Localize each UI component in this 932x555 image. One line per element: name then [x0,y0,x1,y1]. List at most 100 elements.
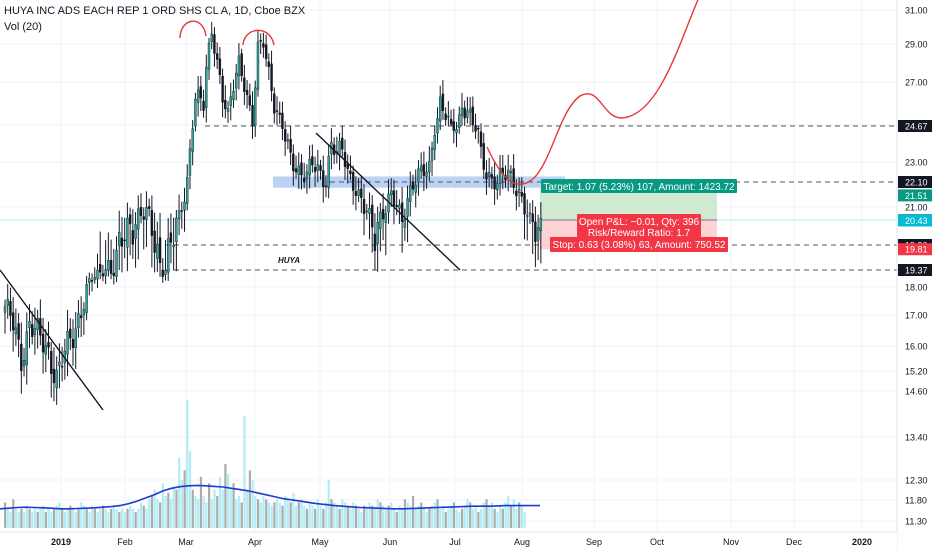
candle-body-196 [536,227,540,241]
volume-bar-55 [153,489,156,528]
candle-body-54 [150,210,154,236]
volume-bar-140 [384,508,387,528]
volume-bar-152 [417,505,420,528]
price-badge-6 [898,243,932,256]
volume-bar-34 [96,512,99,528]
volume-bar-26 [74,512,77,528]
stop-label: Stop: 0.63 (3.08%) 63, Amount: 750.52 [553,240,726,251]
candle-body-15 [44,345,47,355]
volume-bar-136 [373,508,377,528]
volume-bar-2 [9,512,12,528]
candle-body-137 [376,221,379,245]
candle-body-80 [221,75,224,103]
volume-bar-143 [392,508,396,528]
volume-bar-132 [363,505,366,528]
candle-body-6 [20,343,23,372]
candle-body-2 [9,301,12,316]
candle-body-168 [460,107,464,116]
risk-reward-label: Risk/Reward Ratio: 1.7 [588,228,691,239]
candle-body-21 [60,366,64,368]
position-tool[interactable]: Target: 1.07 (5.23%) 107, Amount: 1423.7… [540,179,737,252]
volume-bar-36 [101,505,105,528]
volume-bar-11 [33,508,37,528]
volume-bar-6 [20,508,23,528]
time-tick-5: Jun [383,537,398,547]
candle-body-188 [515,190,518,197]
candle-body-37 [104,269,107,276]
volume-bar-172 [471,508,475,528]
volume-bar-1 [6,508,9,528]
candle-body-172 [471,106,475,126]
volume-bar-125 [344,502,347,528]
candle-body-67 [186,177,189,204]
candle-body-149 [409,185,412,202]
price-badge-label-6: 19.81 [905,245,928,255]
volume-bar-120 [330,499,333,528]
price-tick-7: 17.00 [905,311,928,321]
candle-body-147 [403,219,407,228]
candle-body-62 [172,244,175,248]
volume-bar-24 [69,505,72,528]
volume-bar-5 [17,512,20,528]
candle-body-81 [224,99,227,110]
candle-body-115 [316,164,319,171]
volume-bar-129 [354,505,358,528]
candle-body-47 [131,230,135,245]
candle-body-18 [52,368,56,384]
volume-bar-179 [490,502,494,528]
price-axis[interactable]: 31.0029.0027.0025.0023.0021.0018.0017.00… [896,0,932,550]
candle-body-28 [79,315,83,319]
time-tick-6: Jul [449,537,461,547]
candle-body-78 [215,53,219,60]
candle-body-100 [275,110,279,112]
candle-body-58 [161,269,164,277]
candle-body-165 [452,121,455,131]
price-tick-6: 18.00 [905,283,928,293]
candle-body-153 [419,165,423,172]
time-axis[interactable]: 2019 Feb Mar Apr May Jun Jul Aug Sep Oct Nov Dec 202… [0,531,897,550]
candle-body-102 [281,112,284,129]
candle-body-66 [183,201,186,211]
volume-bar-4 [14,508,18,528]
candle-body-3 [11,312,15,331]
volume-bar-178 [488,505,491,528]
price-tick-14: 11.30 [905,517,927,527]
candle-body-56 [156,243,159,259]
candle-body-146 [400,202,404,222]
drawings[interactable]: HUYA [0,0,700,411]
candle-body-35 [98,264,102,273]
candle-body-53 [147,206,151,209]
candle-body-170 [466,110,469,118]
volume-bar-47 [131,508,135,528]
volume-bar-71 [197,499,200,528]
candle-body-84 [232,91,235,101]
candle-body-97 [267,61,271,67]
volume-bar-149 [409,505,412,528]
candle-body-91 [251,105,254,127]
candle-body-133 [365,210,368,213]
volume-bar-40 [112,505,115,528]
time-tick-12: 2020 [852,537,872,547]
volume-bar-114 [314,508,317,528]
candle-body-191 [523,193,526,215]
volume-bar-44 [123,512,126,528]
volume-bar-38 [107,512,110,528]
candle-body-29 [82,308,86,316]
candle-body-1 [6,299,9,306]
volume-bar-185 [507,496,510,528]
volume-bar-187 [512,499,515,528]
candle-body-64 [177,210,181,220]
volume-bar-70 [194,496,197,528]
volume-bar-14 [42,505,45,528]
volume-bar-95 [262,496,265,528]
candle-body-60 [166,238,170,273]
price-badge-0 [898,120,932,132]
volume-bar-32 [91,505,94,528]
candle-body-32 [90,280,94,282]
candle-body-4 [14,327,18,335]
candle-body-163 [447,115,450,118]
price-badge-7 [898,264,932,276]
volume-bar-17 [50,512,53,528]
